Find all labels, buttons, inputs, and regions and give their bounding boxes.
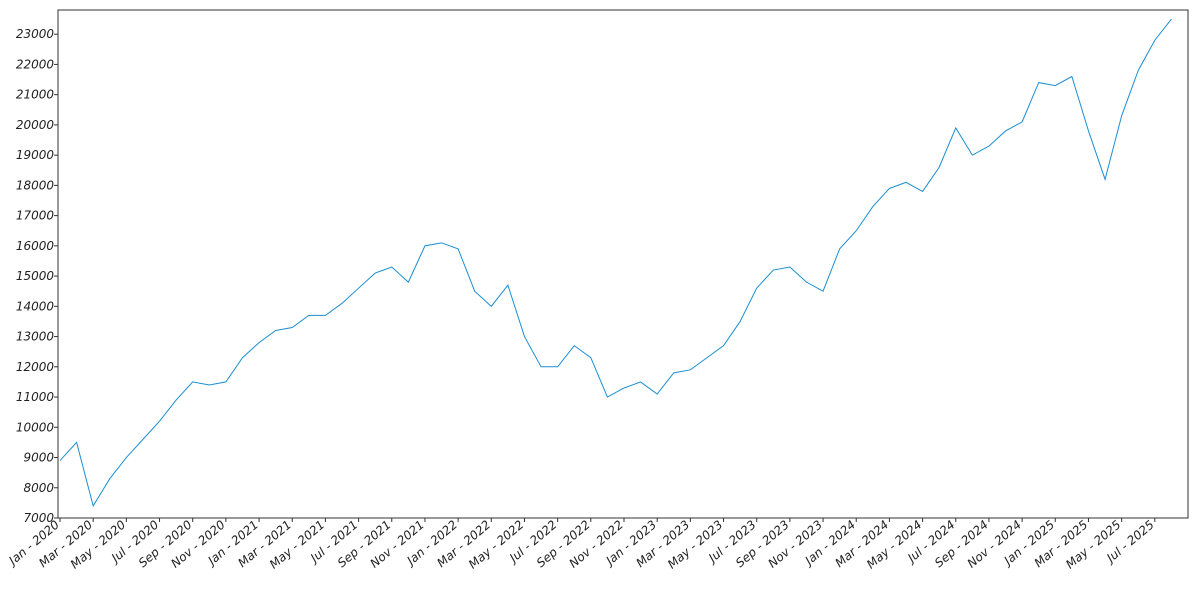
y-tick-label: 9000 (23, 451, 54, 465)
y-tick-label: 12000 (16, 360, 55, 374)
line-series (59, 18, 1172, 508)
y-tick-label: 22000 (16, 57, 55, 71)
y-tick-label: 17000 (16, 209, 55, 223)
y-tick-label: 19000 (16, 148, 55, 162)
y-tick-label: 20000 (16, 118, 55, 132)
plot-frame (57, 9, 1189, 519)
y-tick-label: 15000 (16, 269, 55, 283)
y-tick-label: 18000 (16, 178, 55, 192)
y-tick-label: 16000 (16, 239, 55, 253)
y-tick-label: 10000 (16, 420, 55, 434)
y-tick-label: 13000 (16, 330, 55, 344)
y-tick-label: 7000 (23, 511, 54, 525)
y-tick-label: 14000 (16, 299, 55, 313)
y-tick-label: 8000 (23, 481, 54, 495)
y-tick-label: 11000 (16, 390, 55, 404)
y-tick-label: 21000 (16, 88, 55, 102)
y-tick-label: 23000 (16, 27, 55, 41)
